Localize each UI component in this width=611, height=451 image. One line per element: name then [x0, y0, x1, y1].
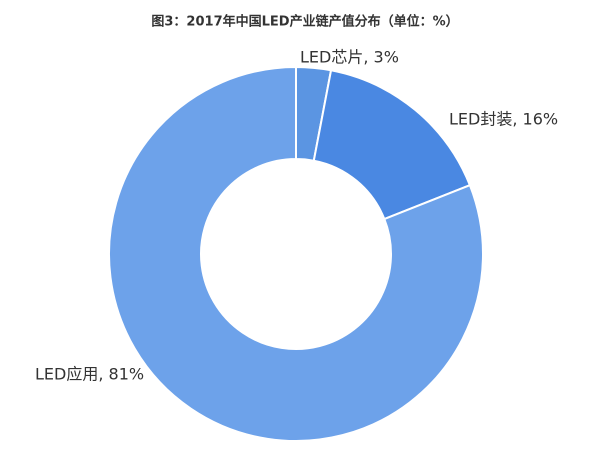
data-label: LED封装, 16% [449, 110, 558, 129]
data-label: LED芯片, 3% [300, 48, 399, 67]
donut-segment [108, 65, 484, 442]
donut-segment [312, 69, 472, 221]
chart-title: 图3：2017年中国LED产业链产值分布（单位：%） [151, 14, 458, 30]
data-label: LED应用, 81% [35, 365, 144, 384]
